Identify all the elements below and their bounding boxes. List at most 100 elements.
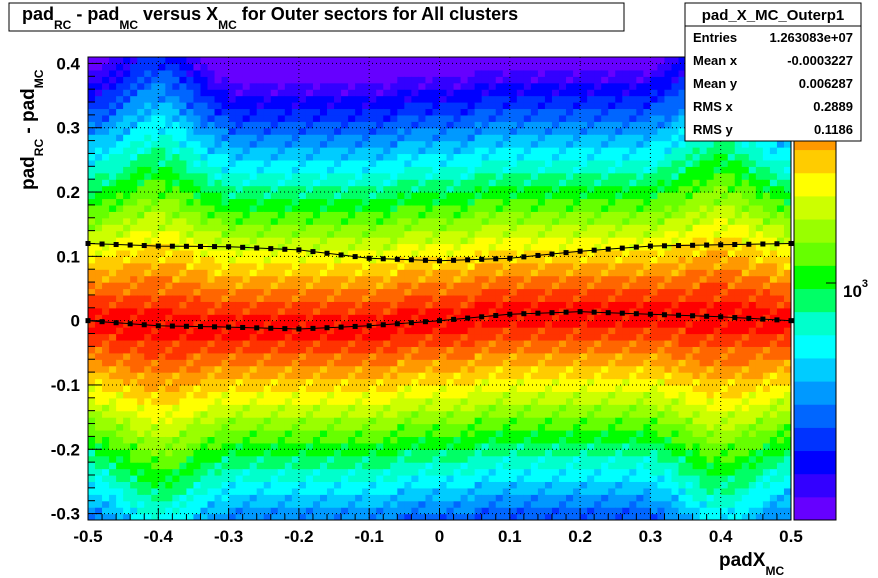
heatmap-cell <box>453 237 462 245</box>
heatmap-cell <box>474 339 483 347</box>
heatmap-cell <box>144 76 152 84</box>
heatmap-cell <box>165 429 173 438</box>
heatmap-cell <box>523 159 532 167</box>
heatmap-cell <box>537 134 546 142</box>
heatmap-cell <box>221 89 230 97</box>
heatmap-cell <box>242 76 251 84</box>
heatmap-cell <box>348 114 356 122</box>
heatmap-cell <box>221 442 230 450</box>
heatmap-cell <box>144 378 152 386</box>
heatmap-cell <box>88 185 96 193</box>
heatmap-cell <box>446 307 455 315</box>
heatmap-cell <box>467 417 476 425</box>
heatmap-cell <box>151 307 159 315</box>
heatmap-cell <box>495 275 504 283</box>
heatmap-cell <box>151 127 159 135</box>
heatmap-cell <box>439 249 448 257</box>
heatmap-cell <box>530 153 539 161</box>
heatmap-cell <box>263 410 272 418</box>
heatmap-cell <box>256 359 265 367</box>
heatmap-cell <box>383 282 391 290</box>
heatmap-cell <box>88 89 96 97</box>
heatmap-cell <box>404 172 412 180</box>
heatmap-cell <box>446 327 455 335</box>
heatmap-cell <box>383 140 391 148</box>
heatmap-cell <box>277 481 286 489</box>
heatmap-cell <box>291 192 300 200</box>
heatmap-cell <box>334 462 342 470</box>
heatmap-cell <box>305 140 314 148</box>
heatmap-cell <box>116 327 124 335</box>
heatmap-cell <box>319 153 328 161</box>
heatmap-cell <box>404 333 412 341</box>
heatmap-cell <box>88 410 96 418</box>
heatmap-cell <box>566 204 574 212</box>
heatmap-cell <box>298 494 307 502</box>
heatmap-cell <box>312 198 321 206</box>
heatmap-cell <box>200 468 209 476</box>
heatmap-cell <box>319 217 328 225</box>
heatmap-cell <box>566 243 574 251</box>
heatmap-cell <box>348 474 356 483</box>
heatmap-cell <box>453 179 462 187</box>
heatmap-cell <box>481 481 490 489</box>
heatmap-cell <box>137 179 145 187</box>
heatmap-cell <box>319 172 328 180</box>
heatmap-cell <box>186 339 195 347</box>
heatmap-cell <box>144 102 152 110</box>
heatmap-cell <box>474 301 483 309</box>
heatmap-cell <box>376 224 384 232</box>
heatmap-cell <box>158 288 166 296</box>
heatmap-cell <box>327 153 335 161</box>
heatmap-cell <box>228 346 237 354</box>
heatmap-cell <box>432 95 441 103</box>
heatmap-cell <box>305 307 314 315</box>
heatmap-cell <box>425 249 434 257</box>
heatmap-cell <box>523 410 532 418</box>
heatmap-cell <box>348 294 356 302</box>
heatmap-cell <box>319 192 328 200</box>
heatmap-cell <box>172 102 180 110</box>
heatmap-cell <box>467 468 476 476</box>
heatmap-cell <box>95 359 103 367</box>
heatmap-cell <box>411 153 420 161</box>
heatmap-cell <box>277 494 286 502</box>
heatmap-cell <box>207 114 216 122</box>
heatmap-cell <box>537 417 546 425</box>
heatmap-cell <box>530 449 539 457</box>
heatmap-cell <box>284 89 293 97</box>
heatmap-cell <box>341 372 349 380</box>
heatmap-cell <box>298 423 307 431</box>
heatmap-cell <box>179 346 188 354</box>
heatmap-cell <box>256 95 265 103</box>
heatmap-cell <box>488 423 497 431</box>
heatmap-cell <box>193 449 202 457</box>
heatmap-cell <box>109 159 117 167</box>
heatmap-cell <box>123 82 131 90</box>
heatmap-cell <box>102 333 110 341</box>
heatmap-cell <box>566 404 574 412</box>
heatmap-cell <box>481 147 490 155</box>
heatmap-cell <box>411 468 420 476</box>
heatmap-cell <box>327 76 335 84</box>
heatmap-cell <box>559 198 567 206</box>
heatmap-cell <box>158 140 166 148</box>
heatmap-cell <box>348 147 356 155</box>
heatmap-cell <box>453 359 462 367</box>
heatmap-cell <box>341 127 349 135</box>
heatmap-cell <box>376 237 384 245</box>
heatmap-cell <box>376 134 384 142</box>
heatmap-cell <box>102 359 110 367</box>
heatmap-cell <box>551 307 560 315</box>
heatmap-cell <box>298 462 307 470</box>
heatmap-cell <box>270 153 279 161</box>
heatmap-cell <box>305 365 314 373</box>
heatmap-cell <box>186 134 195 142</box>
heatmap-cell <box>221 474 230 483</box>
heatmap-cell <box>425 410 434 418</box>
heatmap-cell <box>362 372 370 380</box>
heatmap-cell <box>425 314 434 322</box>
heatmap-cell <box>397 237 405 245</box>
heatmap-cell <box>481 192 490 200</box>
heatmap-cell <box>235 513 244 520</box>
